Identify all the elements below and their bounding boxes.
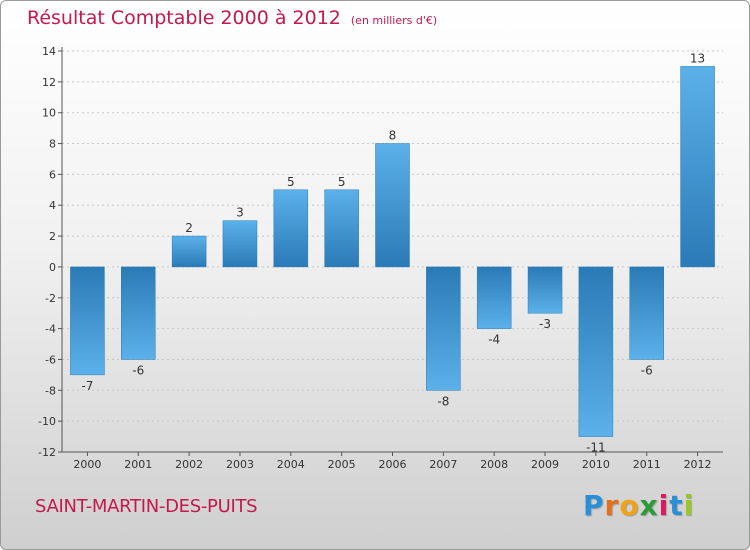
x-tick-label: 2003 (226, 458, 254, 471)
bar-value-label: 3 (236, 206, 244, 220)
x-tick-label: 2001 (124, 458, 152, 471)
logo-letter: i (658, 489, 670, 522)
logo-letter: x (639, 489, 659, 522)
commune-name: SAINT-MARTIN-DES-PUITS (35, 496, 258, 517)
x-tick-label: 2009 (531, 458, 559, 471)
x-tick-label: 2006 (379, 458, 407, 471)
x-tick-label: 2005 (328, 458, 356, 471)
bars: -7 -6 2 3 5 5 8 -8 -4 -3 -11 -6 13 (70, 51, 715, 455)
logo-letter: P (583, 489, 605, 522)
bar-value-label: -3 (539, 317, 551, 331)
proxiti-logo[interactable]: Proxiti (583, 489, 694, 522)
logo-letter: o (619, 489, 640, 522)
bar-2006 (375, 143, 410, 268)
axes: -12 -10 -8 -6 -4 -2 0 2 4 6 8 10 12 14 2000 2001 2002 200… (38, 45, 723, 471)
y-tick-label: 2 (49, 230, 56, 243)
bar-value-label: 2 (185, 221, 193, 235)
y-tick-label: -2 (45, 292, 56, 305)
bar-2009 (527, 266, 563, 314)
bar-2010 (578, 266, 614, 437)
y-tick-label: 0 (49, 261, 56, 274)
bar-value-label: 13 (690, 51, 705, 65)
y-tick-label: -10 (38, 415, 56, 428)
y-tick-label: -8 (45, 384, 56, 397)
bar-value-label: 5 (287, 175, 295, 189)
bar-2004 (273, 189, 309, 268)
y-tick-label: 10 (42, 107, 56, 120)
bar-2000 (70, 266, 105, 376)
logo-letter: i (683, 489, 695, 522)
chart-title: Résultat Comptable 2000 à 2012 (en millie… (27, 7, 437, 29)
logo-letter: t (669, 489, 684, 522)
x-tick-label: 2012 (684, 458, 712, 471)
y-tick-label: 6 (49, 168, 56, 181)
bar-2005 (324, 189, 359, 268)
y-tick-label: -6 (45, 353, 56, 366)
bar-2008 (476, 266, 512, 329)
bar-2003 (222, 220, 258, 268)
bar-value-label: -7 (81, 379, 93, 393)
y-tick-label: 8 (49, 138, 56, 151)
bar-2011 (629, 266, 664, 360)
x-tick-label: 2000 (73, 458, 101, 471)
logo-letter: r (604, 489, 620, 522)
bar-value-label: 8 (389, 129, 397, 143)
x-tick-label: 2002 (175, 458, 203, 471)
y-tick-label: 4 (49, 199, 56, 212)
bar-2012 (680, 66, 715, 268)
x-tick-label: 2008 (480, 458, 508, 471)
bar-value-label: -4 (488, 333, 500, 347)
y-tick-label: 14 (42, 45, 56, 58)
chart-title-unit: (en milliers d'€) (350, 14, 438, 27)
x-tick-label: 2007 (429, 458, 457, 471)
x-tick-label: 2010 (582, 458, 610, 471)
bar-value-label: -6 (132, 363, 144, 377)
x-tick-label: 2011 (633, 458, 661, 471)
bar-2007 (426, 266, 461, 391)
y-tick-label: -12 (38, 446, 56, 459)
bar-2001 (121, 266, 156, 360)
bar-value-label: -6 (641, 363, 653, 377)
bar-value-label: 5 (338, 175, 346, 189)
y-tick-label: 12 (42, 76, 56, 89)
y-tick-label: -4 (45, 323, 56, 336)
chart-title-main: Résultat Comptable 2000 à 2012 (27, 7, 341, 29)
bar-value-label: -8 (437, 394, 449, 408)
x-tick-label: 2004 (277, 458, 305, 471)
bar-2002 (171, 235, 207, 268)
bar-value-label: -11 (586, 441, 606, 455)
